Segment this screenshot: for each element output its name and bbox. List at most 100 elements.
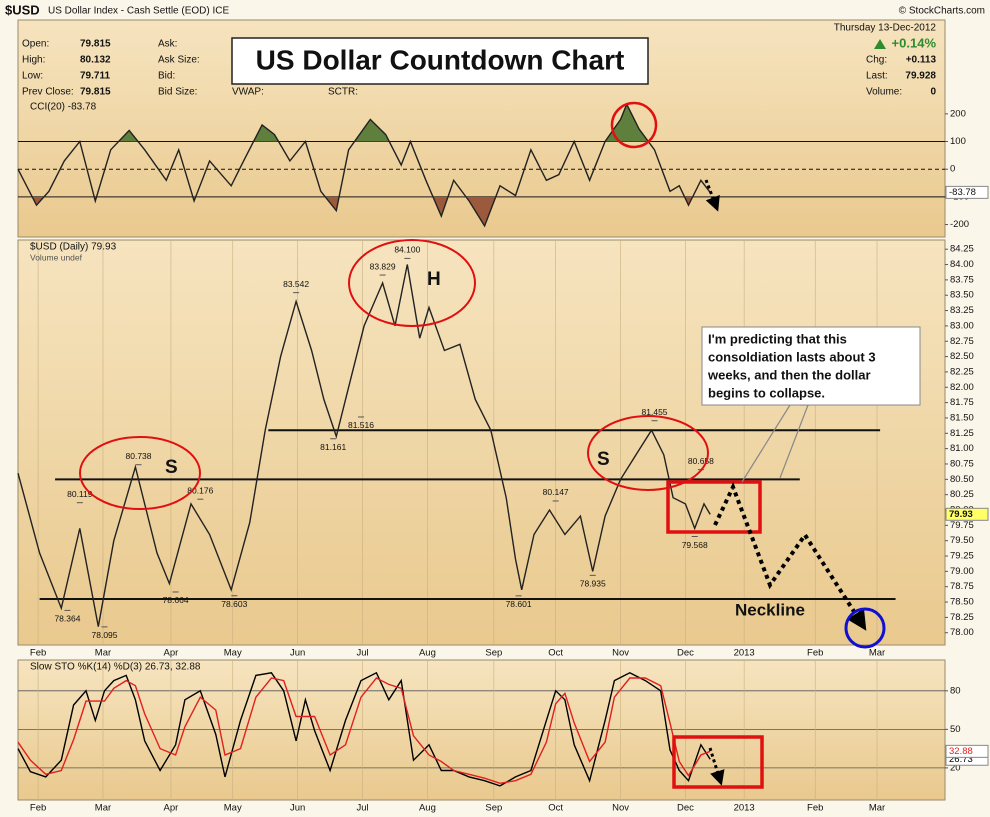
y-tick-label: 80 [950,685,961,696]
y-tick-label: 82.50 [950,351,974,362]
y-tick-label: 78.50 [950,597,974,608]
x-tick-label: Feb [807,648,823,659]
x-tick-label: Jul [356,648,368,659]
last-value-box [945,744,989,758]
x-tick-label: Feb [30,803,46,814]
info-value: 79.815 [80,87,111,98]
price-label: 83.542 [283,279,309,289]
x-tick-label: Jun [290,648,305,659]
y-tick-label: 79.00 [950,566,974,577]
info-label: Bid Size: [158,87,197,98]
y-tick-label: 81.50 [950,412,974,423]
x-tick-label: Sep [485,803,502,814]
price-label: 78.603 [221,599,247,609]
info-label: Ask: [158,39,177,50]
price-label: 81.161 [320,442,346,452]
x-tick-label: Dec [677,803,694,814]
price-label: 80.738 [126,451,152,461]
y-tick-label: 83.25 [950,305,974,316]
y-tick-label: 84.25 [950,244,974,255]
y-tick-label: 78.25 [950,612,974,623]
x-tick-label: Jun [290,803,305,814]
shoulder-ellipse [587,415,709,491]
info-label: VWAP: [232,87,264,98]
price-label: 83.829 [370,261,396,271]
y-tick-label: 79.25 [950,551,974,562]
series-line [17,677,711,785]
y-tick-label: 79.75 [950,520,974,531]
info-value: 0 [930,87,936,98]
forecast-path [713,481,867,631]
date: Thursday 13-Dec-2012 [834,23,937,34]
price-label: 80.119 [67,489,93,499]
x-tick-label: Jul [356,803,368,814]
x-tick-label: May [224,803,242,814]
y-tick-label: 83.75 [950,274,974,285]
y-tick-label: 84.00 [950,259,974,270]
y-tick-label: 100 [950,136,966,147]
info-value: 80.132 [80,55,111,66]
head-ellipse [348,239,476,327]
y-tick-label: -200 [950,219,969,230]
info-value: 79.711 [80,71,110,82]
panel-legend: Slow STO %K(14) %D(3) 26.73, 32.88 [30,662,201,673]
price-label: 78.095 [92,630,118,640]
chart-title: US Dollar Countdown Chart [256,44,625,75]
info-label: Volume: [866,87,902,98]
last-value-label: 79.93 [949,509,973,520]
neckline-label: Neckline [735,600,805,619]
info-label: SCTR: [328,87,358,98]
last-value-label: 32.88 [949,746,973,757]
x-tick-label: Oct [548,803,563,814]
price-label: 81.455 [642,407,668,417]
price-label: 78.935 [580,579,606,589]
x-tick-label: Sep [485,648,502,659]
x-tick-label: May [224,648,242,659]
info-value: 79.928 [905,71,936,82]
last-value-label: 26.73 [949,754,973,765]
x-tick-label: Aug [419,803,436,814]
y-tick-label: 81.25 [950,428,974,439]
x-tick-label: Mar [869,648,885,659]
y-tick-label: 0 [950,164,955,175]
y-tick-label: 79.50 [950,535,974,546]
target-circle [844,607,886,649]
y-tick-label: 82.75 [950,336,974,347]
price-label: 80.147 [543,487,569,497]
x-tick-label: Apr [164,648,179,659]
price-label: 78.601 [506,599,532,609]
price-label: 79.568 [682,540,708,550]
info-label: Last: [866,71,888,82]
pattern-label: S [597,449,610,470]
y-tick-label: 83.00 [950,320,974,331]
x-tick-label: Aug [419,648,436,659]
x-tick-label: 2013 [734,803,755,814]
info-label: Ask Size: [158,55,200,66]
callout-text: begins to collapse. [708,385,825,400]
y-tick-label: 80.25 [950,489,974,500]
shoulder-ellipse [79,436,201,510]
info-label: High: [22,55,45,66]
series-line [17,264,711,627]
symbol: $USD [5,2,40,17]
y-tick-label: 80.75 [950,458,974,469]
y-tick-label: 81.00 [950,443,974,454]
info-label: Bid: [158,71,175,82]
last-value-box [945,507,989,521]
up-arrow [874,39,886,49]
x-tick-label: Mar [95,803,111,814]
panel [17,659,946,801]
series-line [17,671,711,787]
y-tick-label: 20 [950,762,961,773]
x-tick-label: Feb [807,803,823,814]
x-tick-label: Oct [548,648,563,659]
y-tick-label: 82.00 [950,382,974,393]
price-label: 84.100 [394,245,420,255]
x-tick-label: 2013 [734,648,755,659]
cci-fill [18,104,711,142]
pattern-label: S [165,457,178,478]
y-tick-label: 82.25 [950,366,974,377]
instrument-name: US Dollar Index - Cash Settle (EOD) ICE [48,6,229,17]
consolidation-box [666,480,762,534]
